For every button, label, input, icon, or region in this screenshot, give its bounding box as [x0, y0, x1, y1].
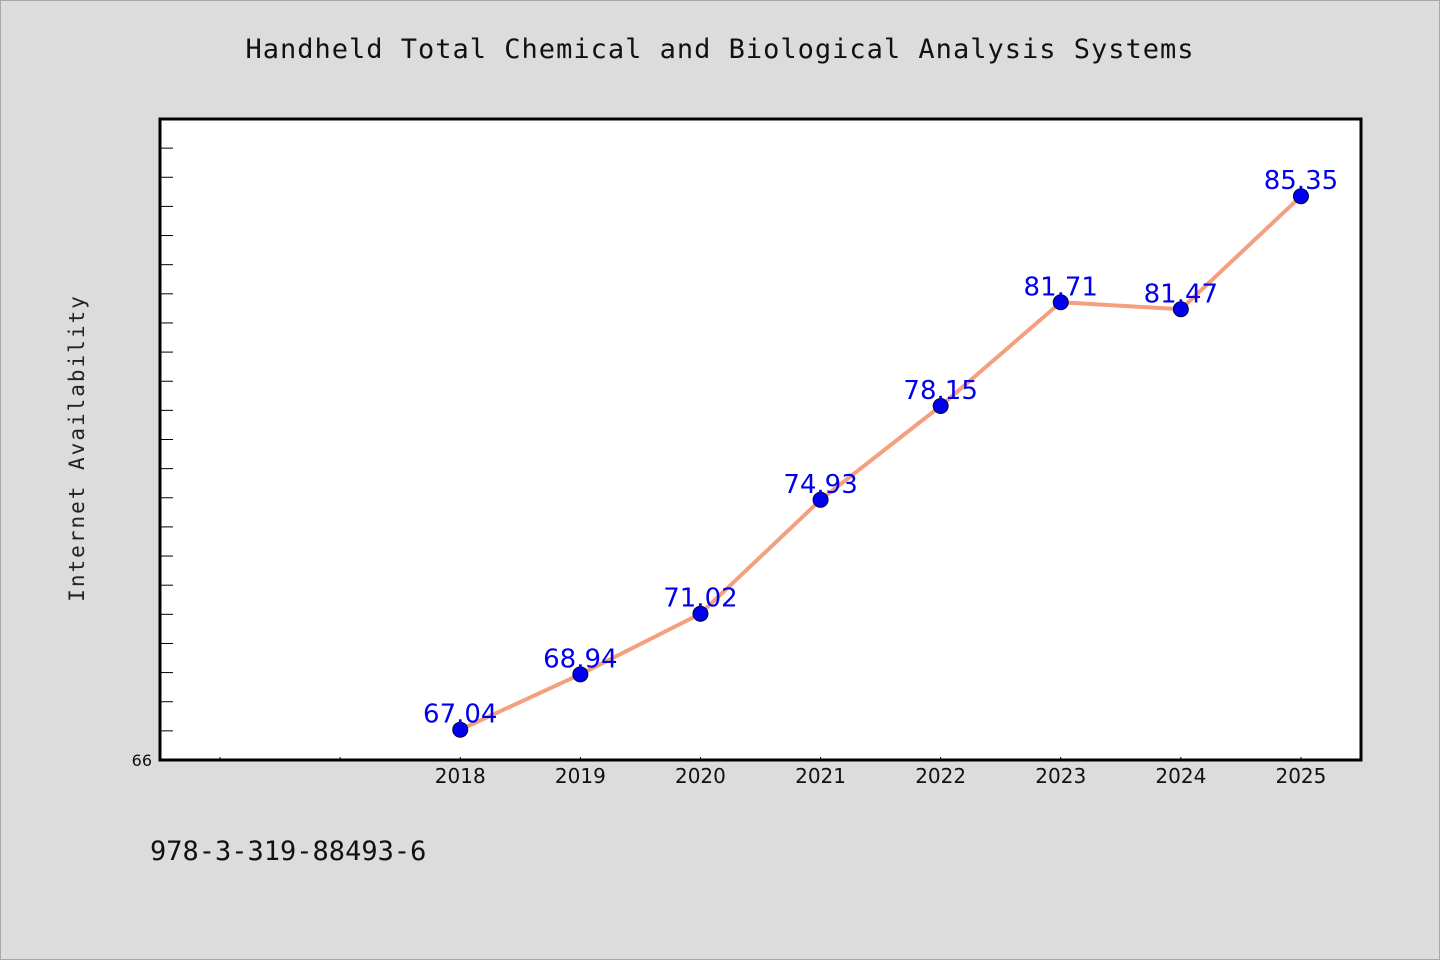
data-point: [1172, 301, 1189, 318]
data-label: 85.35: [1264, 166, 1338, 196]
data-point: [1292, 188, 1309, 205]
data-labels: 67.04 68.94 71.02 74.93 78.15 81.71 81.47 85.35: [423, 166, 1338, 729]
data-point: [572, 666, 589, 683]
data-points: [452, 188, 1309, 738]
isbn-text: 978-3-319-88493-6: [150, 836, 427, 867]
data-label: 71.02: [663, 584, 737, 614]
data-label: 74.93: [783, 470, 857, 500]
data-point: [1052, 294, 1069, 311]
x-tick-label: 2023: [1035, 764, 1086, 788]
x-tick-label: 2024: [1155, 764, 1206, 788]
x-tick-label: 2020: [675, 764, 726, 788]
data-label: 68.94: [543, 644, 617, 674]
data-label: 78.15: [903, 376, 977, 406]
x-tick-label: 2018: [435, 764, 486, 788]
x-axis-ticks: 2018 2019 2020 2021 2022 2023 2024 2025: [219, 757, 1326, 788]
y-tick-label: 66: [132, 751, 152, 770]
data-point: [452, 721, 469, 738]
x-tick-label: 2022: [915, 764, 966, 788]
data-point: [692, 605, 709, 622]
data-label: 81.47: [1144, 279, 1218, 309]
plot-area: [158, 117, 1363, 762]
x-tick-label: 2019: [555, 764, 606, 788]
series-line: [458, 194, 1303, 732]
y-axis-ticks: 66: [132, 147, 173, 770]
data-label: 81.71: [1024, 272, 1098, 302]
x-tick-label: 2021: [795, 764, 846, 788]
series-line-group: [458, 194, 1303, 732]
chart-title: Handheld Total Chemical and Biological A…: [245, 34, 1195, 65]
data-point: [812, 491, 829, 508]
x-tick-label: 2025: [1275, 764, 1326, 788]
data-point: [932, 397, 949, 414]
data-label: 67.04: [423, 700, 497, 730]
